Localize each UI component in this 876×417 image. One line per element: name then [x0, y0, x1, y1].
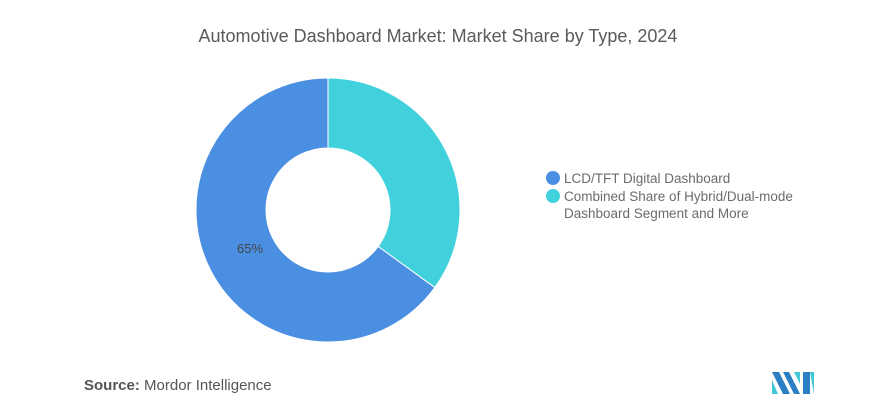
- legend-swatch: [546, 171, 560, 185]
- source-note: Source: Mordor Intelligence: [84, 377, 272, 394]
- data-label-0: 65%: [237, 241, 263, 256]
- source-label: Source:: [84, 377, 140, 394]
- legend-label: Combined Share of Hybrid/Dual-mode Dashb…: [564, 189, 793, 221]
- chart-title: Automotive Dashboard Market: Market Shar…: [198, 26, 678, 46]
- legend-item-hybrid[interactable]: Combined Share of Hybrid/Dual-mode Dashb…: [546, 188, 804, 222]
- legend-item-lcd[interactable]: LCD/TFT Digital Dashboard: [546, 170, 804, 187]
- slice-1[interactable]: [327, 77, 461, 289]
- mordor-logo: [772, 372, 814, 394]
- legend-label: LCD/TFT Digital Dashboard: [564, 171, 731, 186]
- legend-swatch: [546, 189, 560, 203]
- source-value: Mordor Intelligence: [144, 377, 272, 394]
- legend: LCD/TFT Digital Dashboard Combined Share…: [546, 170, 804, 223]
- slice-0[interactable]: [195, 77, 436, 343]
